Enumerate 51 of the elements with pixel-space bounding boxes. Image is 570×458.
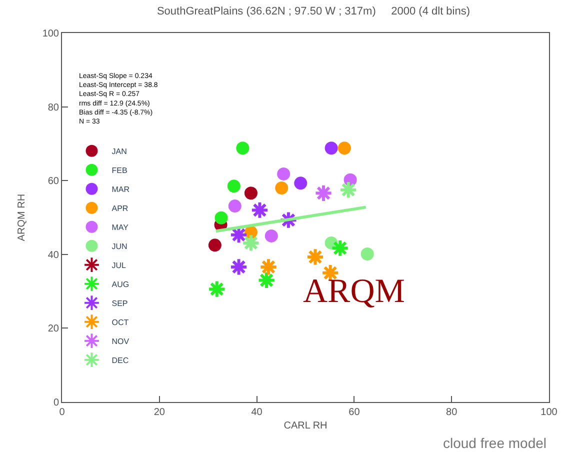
y-tick-label: 0	[53, 398, 60, 408]
point	[294, 176, 308, 190]
point	[236, 142, 250, 155]
y-tick-label: 20	[48, 324, 60, 335]
x-tick-label: 80	[446, 407, 458, 418]
point	[306, 248, 325, 266]
point	[228, 200, 242, 213]
legend-label: JUN	[112, 242, 128, 251]
legend-label: DEC	[112, 356, 129, 365]
point	[275, 181, 288, 194]
point	[244, 186, 258, 200]
x-tick-label: 60	[348, 407, 360, 418]
legend-label: OCT	[112, 318, 129, 327]
point	[324, 142, 338, 155]
point	[242, 234, 260, 252]
y-axis-title: ARQM RH	[16, 194, 28, 242]
legend-label: MAR	[112, 184, 130, 194]
point	[229, 258, 248, 276]
point	[214, 211, 228, 224]
point	[208, 280, 226, 298]
point	[338, 142, 351, 155]
text: cloud free model	[443, 435, 547, 451]
point	[259, 258, 278, 276]
legend-label: APR	[112, 204, 128, 213]
legend-label: FEB	[112, 166, 128, 175]
y-tick-label: 40	[48, 250, 60, 261]
x-tick-label: 40	[251, 407, 263, 418]
y-tick-label: 100	[42, 28, 60, 40]
annotation: ARQM	[303, 273, 406, 310]
point	[330, 238, 350, 258]
point	[277, 167, 290, 180]
point	[360, 248, 374, 261]
y-tick-label: 80	[48, 102, 60, 114]
legend-label: MAY	[112, 222, 130, 232]
legend-label: NOV	[112, 336, 130, 346]
point	[250, 200, 270, 220]
x-tick-label: 20	[154, 407, 166, 418]
chart-title: SouthGreatPlains (36.62N ; 97.50 W ; 317m) 2000 (4 dlt bins)	[156, 6, 470, 18]
x-axis-title: CARL RH	[284, 420, 328, 432]
legend-label: JUL	[112, 260, 127, 270]
point	[264, 229, 278, 242]
point	[314, 184, 333, 202]
legend-label: AUG	[112, 280, 130, 289]
point	[257, 270, 276, 290]
x-tick-label: 100	[540, 407, 558, 418]
point	[208, 238, 222, 252]
point	[227, 180, 240, 193]
legend-label: JAN	[112, 146, 128, 156]
legend-label: SEP	[112, 298, 128, 308]
point	[339, 180, 358, 200]
y-tick-label: 60	[48, 176, 60, 188]
